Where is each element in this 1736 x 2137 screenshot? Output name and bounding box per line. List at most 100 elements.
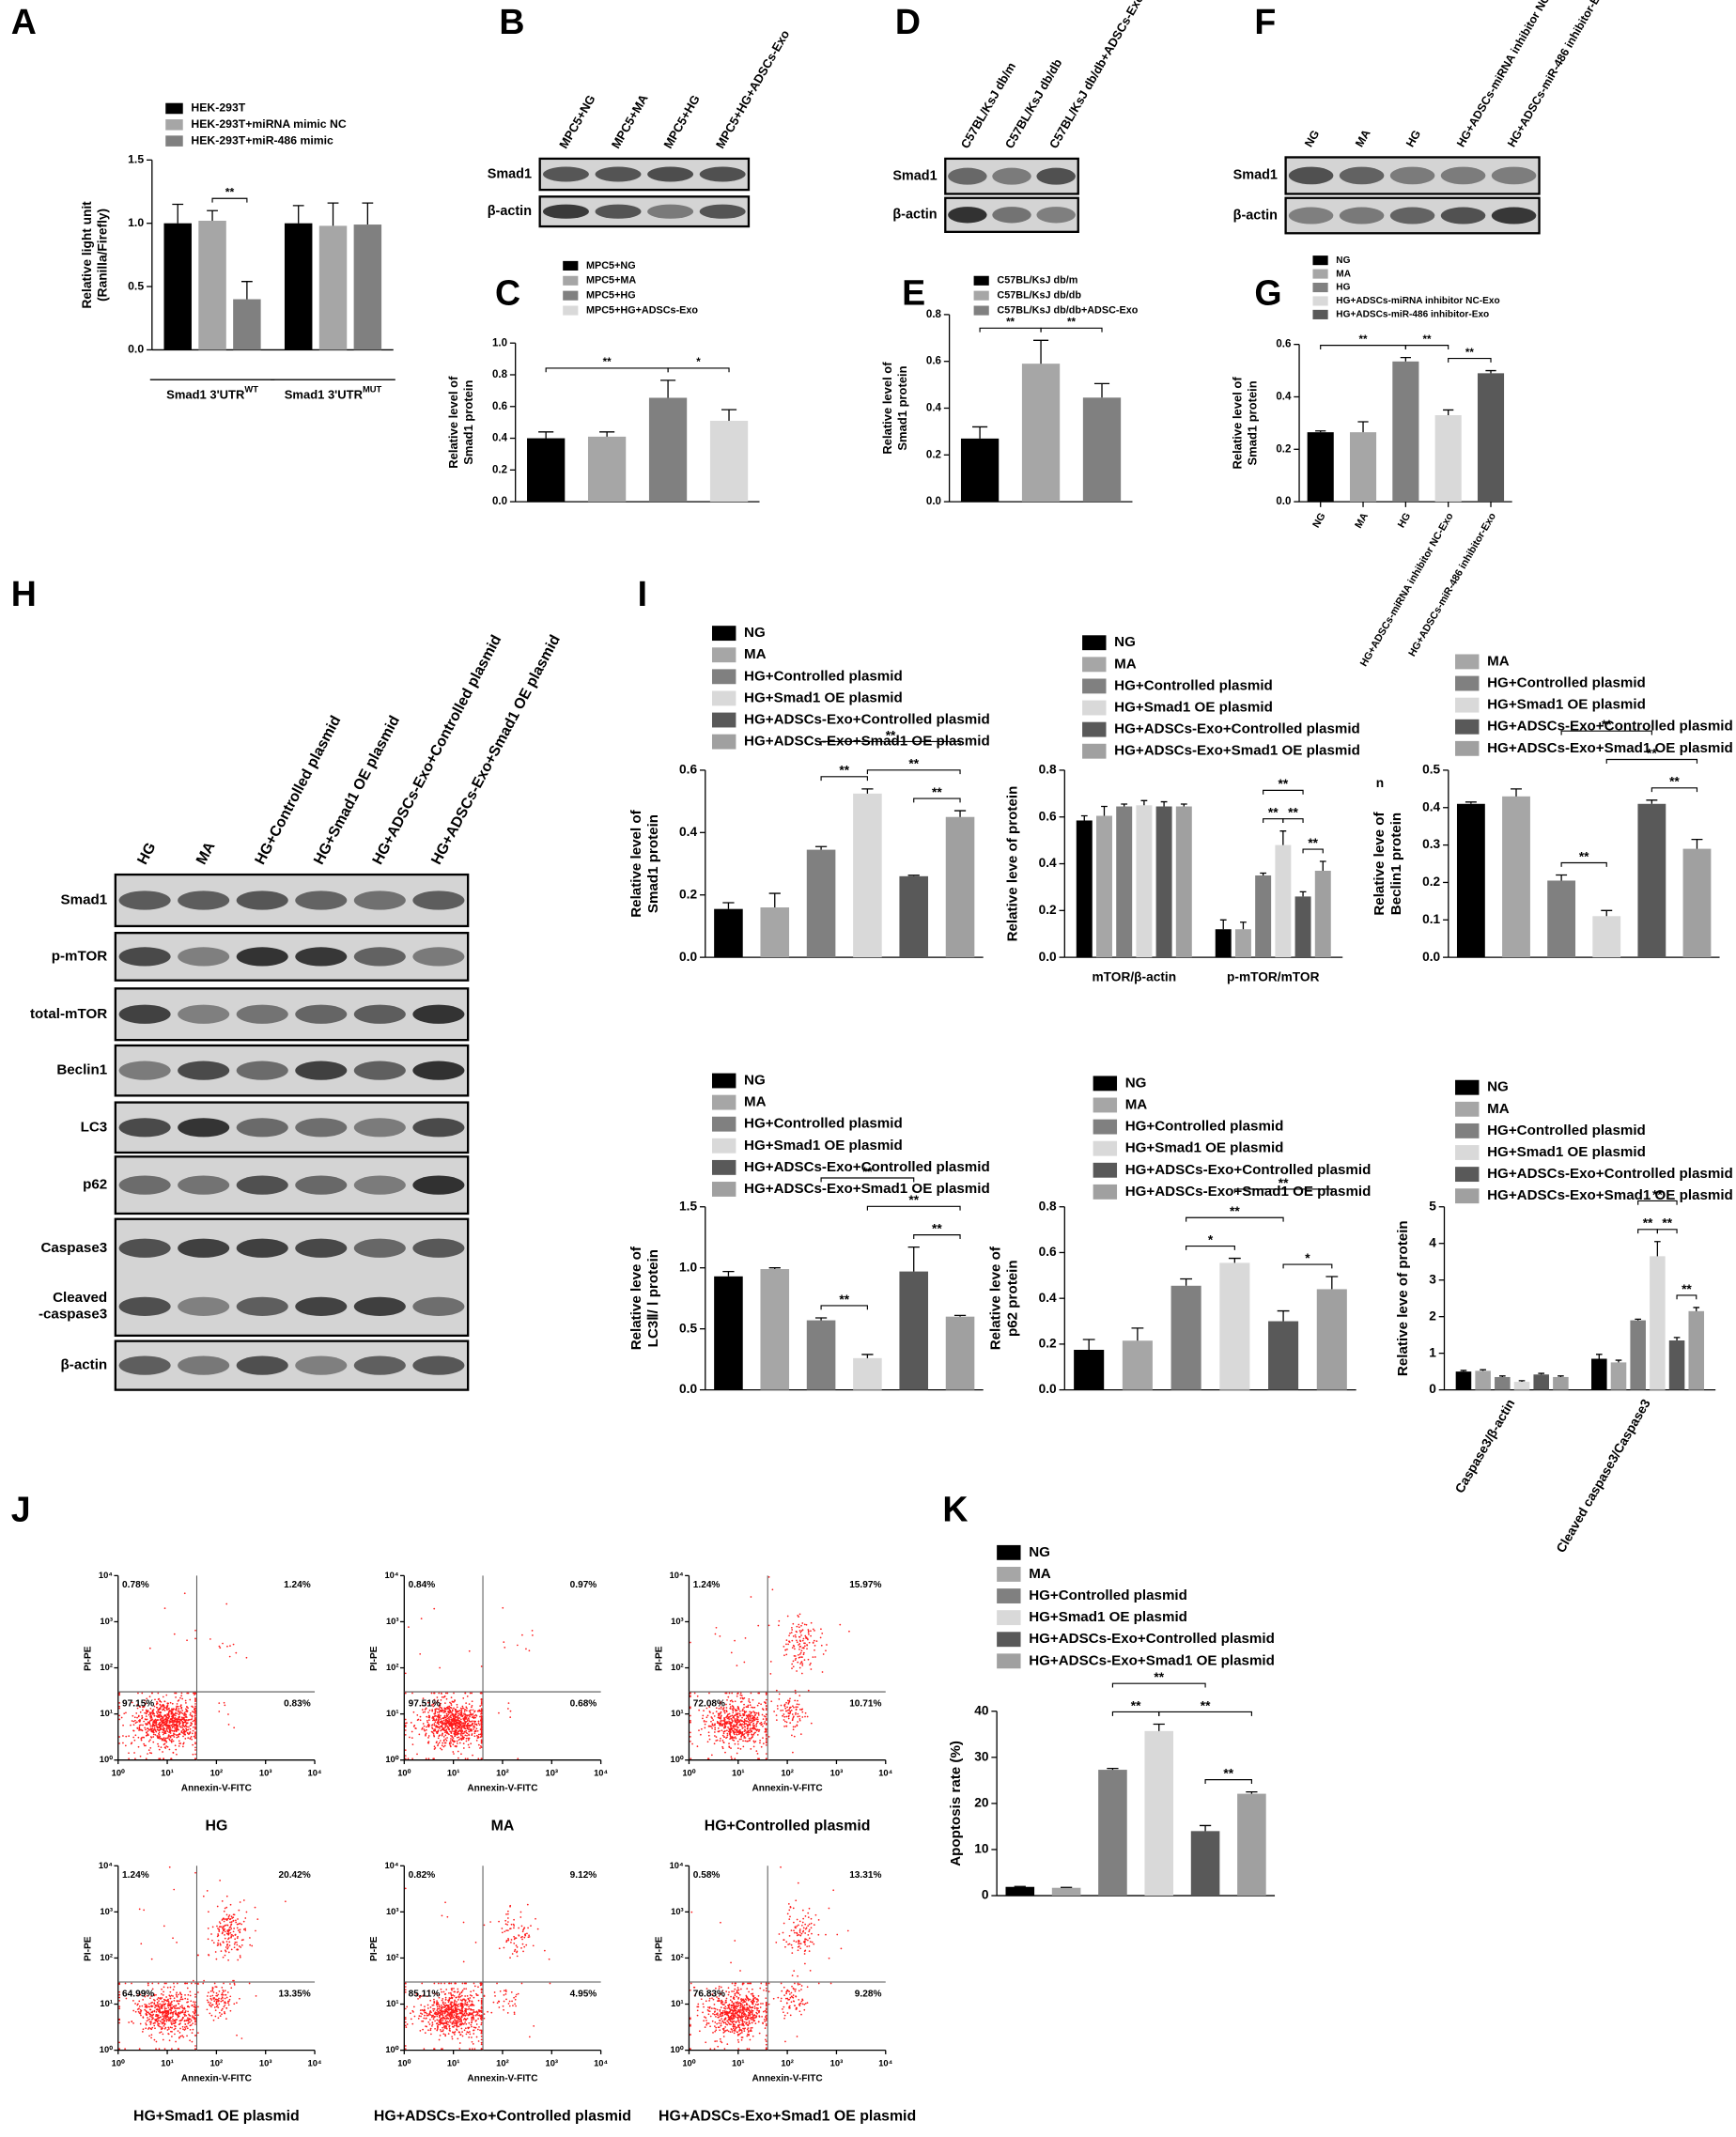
significance-label: ** <box>1643 1216 1653 1231</box>
event-dot <box>460 2019 463 2021</box>
event-dot <box>826 1644 828 1646</box>
event-dot <box>130 1724 132 1727</box>
event-dot <box>218 2011 221 2014</box>
event-dot <box>478 2014 481 2017</box>
event-dot <box>453 1707 455 1710</box>
event-dot <box>477 2014 479 2017</box>
event-dot <box>480 1742 483 1744</box>
event-dot <box>147 1713 150 1716</box>
event-dot <box>442 1740 445 1742</box>
event-dot <box>163 1714 165 1717</box>
event-dot <box>233 1943 236 1945</box>
event-dot <box>453 2004 456 2006</box>
event-dot <box>446 2017 449 2019</box>
event-dot <box>732 1715 735 1718</box>
event-dot <box>152 1723 154 1726</box>
legend-label: HG+ADSCs-Exo+Controlled plasmid <box>1487 719 1733 735</box>
event-dot <box>730 1717 733 1720</box>
event-dot <box>752 1726 755 1728</box>
event-dot <box>186 1639 188 1642</box>
bar <box>1275 844 1292 958</box>
event-dot <box>456 2023 458 2025</box>
event-dot <box>468 1730 471 1733</box>
x-tick-label: 10³ <box>546 1769 559 1778</box>
event-dot <box>170 1994 173 1997</box>
y-tick-label: 1 <box>1429 1345 1436 1359</box>
y-tick-label: 0.6 <box>492 401 507 412</box>
error-bar <box>1601 909 1613 917</box>
panel-label: K <box>942 1489 968 1528</box>
event-dot <box>460 2012 462 2015</box>
event-dot <box>454 1731 457 1734</box>
event-dot <box>183 1729 186 1732</box>
event-dot <box>176 1717 178 1720</box>
event-dot <box>158 1733 161 1736</box>
lane-label: HG+ADSCs-miR-486 inhibitor-Exo <box>1505 0 1609 149</box>
significance-bracket <box>1282 1263 1333 1269</box>
event-dot <box>194 1707 196 1710</box>
event-dot <box>181 2009 184 2012</box>
event-dot <box>785 1643 787 1646</box>
event-dot <box>173 1730 176 1732</box>
event-dot <box>743 1706 745 1709</box>
bar <box>853 1357 882 1390</box>
legend-label: HG+ADSCs-Exo+Controlled plasmid <box>744 712 990 728</box>
event-dot <box>457 2017 458 2020</box>
bar <box>1610 1362 1627 1390</box>
event-dot <box>436 2000 438 2002</box>
event-dot <box>729 1703 731 1706</box>
event-dot <box>163 1737 165 1740</box>
legend-label: HG+Controlled plasmid <box>744 1116 903 1132</box>
event-dot <box>142 2028 145 2031</box>
blot-band <box>647 166 694 182</box>
event-dot <box>736 1752 738 1755</box>
event-dot <box>236 1923 239 1926</box>
event-dot <box>173 1633 176 1635</box>
event-dot <box>478 1709 481 1711</box>
event-dot <box>460 1715 462 1717</box>
event-dot <box>480 1692 483 1695</box>
event-dot <box>448 1742 451 1744</box>
event-dot <box>736 1733 738 1736</box>
event-dot <box>420 2012 422 2015</box>
event-dot <box>814 1644 816 1647</box>
event-dot <box>138 1720 141 1723</box>
event-dot <box>164 1732 167 1735</box>
event-dot <box>477 1720 480 1723</box>
event-dot <box>804 1642 806 1645</box>
event-dot <box>718 1707 721 1710</box>
event-dot <box>463 1717 466 1720</box>
legend-swatch <box>1093 1184 1118 1200</box>
event-dot <box>473 1720 475 1723</box>
event-dot <box>118 2048 121 2051</box>
legend-label: HG+Smad1 OE plasmid <box>744 1138 903 1154</box>
event-dot <box>194 2018 196 2021</box>
y-tick-label: 0.0 <box>926 496 941 507</box>
event-dot <box>147 1753 148 1755</box>
event-dot <box>426 1726 427 1728</box>
event-dot <box>156 1712 159 1715</box>
event-dot <box>728 1692 731 1695</box>
event-dot <box>184 2028 187 2030</box>
event-dot <box>154 2021 156 2024</box>
bar <box>1637 803 1666 958</box>
event-dot <box>727 1727 729 1728</box>
event-dot <box>426 1742 429 1744</box>
event-dot <box>168 1728 171 1731</box>
event-dot <box>463 1727 466 1729</box>
event-dot <box>448 2025 451 2028</box>
significance-label: ** <box>1308 836 1318 850</box>
event-dot <box>479 1710 482 1712</box>
blot-box <box>114 987 470 1042</box>
event-dot <box>745 1723 748 1725</box>
panel-label: I <box>638 574 647 613</box>
bar <box>1175 806 1192 958</box>
blot-band <box>295 1238 348 1258</box>
event-dot <box>194 1746 196 1749</box>
event-dot <box>153 2024 156 2027</box>
event-dot <box>480 1744 482 1747</box>
event-dot <box>769 1673 772 1675</box>
event-dot <box>711 1727 714 1729</box>
event-dot <box>178 1724 180 1726</box>
event-dot <box>756 1722 758 1725</box>
